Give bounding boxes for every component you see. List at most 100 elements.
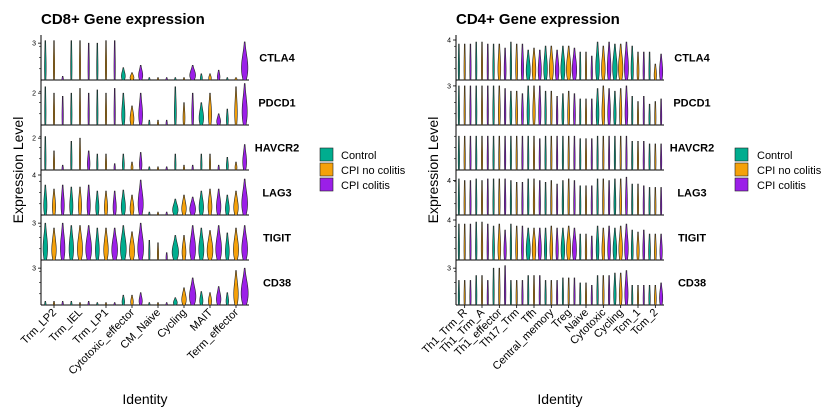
cd4-violin-cd38-tfh-cpi-no-colitis [533, 275, 535, 306]
cd8-violin-cd38-cytotoxic-effector-control [121, 294, 125, 306]
cd4-violin-ctla4-th1-effector-cpi-colitis [503, 47, 507, 81]
cd4-legend-label-cpi-no-colitis: CPI no colitis [757, 165, 822, 177]
cd4-violin-pdcd1-th1-effector-cpi-no-colitis [498, 85, 501, 126]
cd4-violin-tigit-tfh-cpi-no-colitis [531, 227, 537, 261]
cd4-violin-tigit-th17-trm-cpi-no-colitis [515, 225, 518, 261]
cd4-violin-cd38-th1-trm-r-control [457, 280, 460, 306]
cd8-violin-pdcd1-trm-lp2-cpi-colitis [61, 96, 64, 126]
cd4-legend-label-cpi-colitis: CPI colitis [757, 180, 806, 192]
cd4-violin-lag3-tcm-1-cpi-no-colitis [637, 183, 639, 216]
cd4-violin-pdcd1-cycling-cpi-colitis [624, 85, 629, 126]
cd8-gene-label-ctla4: CTLA4 [259, 53, 295, 65]
cd4-violin-lag3-naive-cpi-no-colitis [585, 185, 587, 216]
cd4-violin-pdcd1-tfh-control [526, 85, 530, 126]
cd4-violin-ctla4-tcm-2-cpi-colitis [659, 53, 664, 81]
cd8-violin-ctla4-cytotoxic-effector-cpi-colitis [138, 64, 144, 81]
cd4-violin-tigit-th1-effector-control [492, 225, 495, 261]
cd4-legend-swatch-control [734, 147, 749, 162]
cd4-violin-lag3-th1-trm-r-control [457, 178, 460, 216]
cd4-violin-havcr2-tcm-1-cpi-no-colitis [637, 141, 639, 171]
cd8-violin-cd38-mait-cpi-no-colitis [208, 292, 212, 306]
cd4-violin-cd38-naive-control [579, 282, 582, 306]
cd8-y-tick-label: 3 [32, 41, 36, 48]
cd8-violin-cd38-trm-iel-cpi-no-colitis [79, 302, 81, 306]
cd8-legend-label-cpi-no-colitis: CPI no colitis [341, 165, 406, 177]
cd4-violin-lag3-naive-control [579, 185, 582, 216]
cd8-violin-ctla4-trm-iel-control [70, 40, 73, 81]
cd4-gene-label-cd38: CD38 [678, 278, 706, 290]
cd4-gene-label-tigit: TIGIT [678, 233, 706, 245]
cd4-violin-tigit-th1-effector-cpi-no-colitis [497, 223, 502, 261]
cd8-violin-havcr2-trm-iel-cpi-no-colitis [79, 137, 81, 171]
cd4-violin-havcr2-tcm-2-control [648, 143, 651, 171]
cd8-violin-lag3-trm-iel-control [69, 186, 74, 216]
cd4-violin-cd38-tcm-2-control [648, 285, 651, 306]
cd4-violin-cd38-th1-effector-cpi-colitis [504, 265, 507, 306]
cd4-violin-pdcd1-th17-trm-cpi-colitis [521, 93, 524, 126]
cd4-violin-havcr2-tcm-2-cpi-no-colitis [654, 143, 657, 171]
cd8-violin-tigit-cytotoxic-effector-cpi-no-colitis [129, 231, 135, 261]
cd4-violin-ctla4-th1-effector-control [492, 43, 495, 81]
cd4-gene-label-pdcd1: PDCD1 [673, 98, 710, 110]
cd8-violin-havcr2-trm-iel-control [70, 141, 73, 171]
cd8-gene-label-cd38: CD38 [263, 278, 291, 290]
cd4-violin-tigit-cycling-cpi-no-colitis [618, 225, 623, 261]
cd8-violin-lag3-cytotoxic-effector-control [120, 189, 126, 216]
cd8-x-axis-label: Identity [122, 391, 167, 407]
cd8-violin-pdcd1-mait-cpi-colitis [216, 113, 221, 126]
cd8-violin-pdcd1-trm-iel-cpi-no-colitis [79, 88, 81, 126]
cd4-violin-cd38-tcm-2-cpi-no-colitis [654, 285, 657, 306]
cd8-plot-area: 3CTLA42PDCD12HAVCR24LAG33TIGIT3CD38Trm_L… [19, 35, 299, 377]
cd4-violin-tigit-central-memory-control [544, 227, 548, 261]
cd8-violin-cd38-term-effector-control [225, 292, 229, 306]
cd4-violin-havcr2-tcm-2-cpi-colitis [660, 143, 663, 171]
cd4-violin-lag3-th1-trm-a-cpi-colitis [486, 178, 489, 216]
cd8-violin-havcr2-trm-lp1-cpi-colitis [113, 163, 116, 171]
cd8-violin-tigit-term-effector-control [225, 232, 230, 261]
cd8-violin-havcr2-trm-lp1-cpi-no-colitis [105, 153, 107, 171]
cd4-violin-ctla4-naive-control [579, 51, 582, 81]
cd4-violin-havcr2-th1-effector-cpi-colitis [504, 135, 507, 171]
cd8-violin-lag3-cm-naive-cpi-colitis [165, 211, 168, 216]
cd4-violin-tigit-tcm-1-control [630, 229, 634, 261]
cd8-violin-cd38-mait-control [199, 291, 204, 306]
cd4-plot-area: 4CTLA43PDCD1HAVCR24LAG34TIGIT3CD38Th1_Tr… [420, 35, 714, 373]
cd4-violin-havcr2-tcm-1-cpi-colitis [642, 141, 645, 171]
cd8-violin-lag3-term-effector-cpi-no-colitis [233, 190, 239, 216]
cd8-violin-lag3-cytotoxic-effector-cpi-no-colitis [129, 194, 135, 216]
cd8-y-tick-label: 3 [32, 221, 36, 228]
cd4-y-tick-label: 4 [447, 178, 451, 185]
cd4-violin-pdcd1-tcm-1-cpi-no-colitis [637, 101, 639, 126]
cd8-y-tick-label: 2 [32, 91, 36, 98]
cd4-violin-cd38-cytotoxic-control [596, 275, 599, 306]
cd4-violin-cd38-cytotoxic-cpi-no-colitis [602, 275, 605, 306]
cd4-violin-cd38-treg-cpi-colitis [573, 277, 576, 306]
cd8-violin-tigit-cycling-cpi-colitis [189, 225, 196, 261]
cd8-violin-pdcd1-cm-naive-cpi-no-colitis [157, 119, 159, 126]
cd4-violin-ctla4-treg-cpi-colitis [571, 47, 578, 81]
cd4-y-tick-label: 3 [447, 83, 451, 90]
cd4-violin-cd38-cycling-cpi-colitis [624, 270, 629, 306]
cd4-chart-title: CD4+ Gene expression [456, 11, 620, 28]
cd4-violin-lag3-cytotoxic-cpi-no-colitis [602, 178, 605, 216]
cd4-violin-tigit-cycling-control [612, 227, 618, 261]
cd8-violin-pdcd1-cycling-cpi-no-colitis [182, 102, 186, 126]
cd4-violin-tigit-central-memory-cpi-colitis [555, 227, 559, 261]
cd8-violin-cd38-trm-iel-control [70, 301, 73, 306]
cd8-violin-havcr2-cycling-control [174, 153, 177, 171]
cd4-violin-lag3-th1-trm-a-cpi-no-colitis [481, 180, 483, 216]
cd4-violin-havcr2-th17-trm-control [509, 135, 512, 171]
cd4-violin-pdcd1-naive-control [579, 98, 582, 126]
cd4-violin-cd38-naive-cpi-no-colitis [585, 282, 587, 306]
cd8-chart-title: CD8+ Gene expression [41, 11, 205, 28]
cd4-violin-havcr2-cycling-cpi-no-colitis [619, 135, 622, 171]
cd8-violin-cd38-term-effector-cpi-no-colitis [233, 270, 239, 306]
cd4-violin-pdcd1-th17-trm-control [509, 90, 513, 126]
cd4-violin-ctla4-tfh-cpi-colitis [537, 49, 542, 81]
cd8-violin-pdcd1-mait-control [198, 102, 204, 126]
cd4-violin-pdcd1-th1-effector-control [492, 85, 495, 126]
cd8-violin-cd38-cytotoxic-effector-cpi-no-colitis [130, 294, 134, 306]
cd4-violin-havcr2-tcm-1-control [631, 141, 634, 171]
cd4-violin-tigit-naive-cpi-colitis [590, 235, 593, 261]
cd4-violin-tigit-treg-cpi-no-colitis [566, 225, 572, 261]
